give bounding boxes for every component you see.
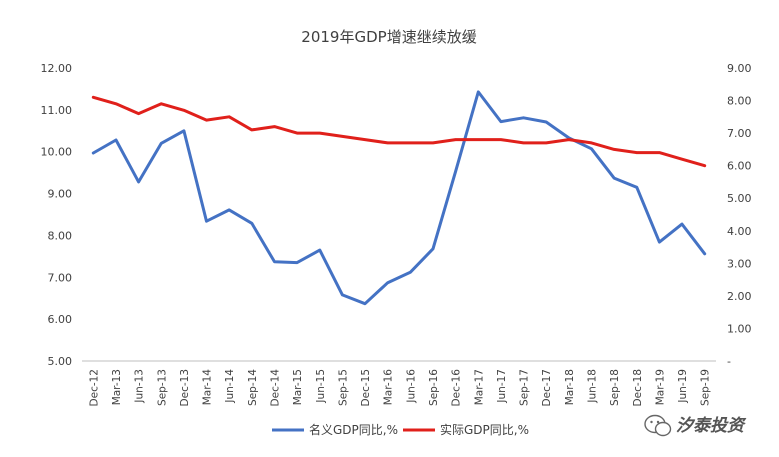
y-left-tick-label: 11.00 xyxy=(41,104,73,117)
y-right-tick-label: 8.00 xyxy=(727,95,752,108)
x-tick-label: Sep-13 xyxy=(156,369,168,406)
x-tick-label: Mar-13 xyxy=(111,369,123,405)
x-tick-label: Dec-17 xyxy=(541,369,553,406)
x-tick-label: Dec-18 xyxy=(632,369,644,406)
x-tick-label: Sep-18 xyxy=(609,369,621,406)
series-line-nominal-gdp xyxy=(91,90,707,306)
chart-title: 2019年GDP增速继续放缓 xyxy=(301,28,476,46)
x-tick-label: Jun-19 xyxy=(677,369,689,404)
x-tick-label: Sep-14 xyxy=(247,369,259,406)
y-left-tick-label: 9.00 xyxy=(48,188,73,201)
y-right-tick-label: 3.00 xyxy=(727,257,752,270)
y-left-tick-label: 12.00 xyxy=(41,62,73,75)
x-tick-label: Mar-17 xyxy=(473,369,485,405)
x-tick-label: Jun-14 xyxy=(224,369,236,404)
y-right-tick-label: 7.00 xyxy=(727,127,752,140)
x-tick-label: Sep-16 xyxy=(428,369,440,406)
x-tick-label: Mar-19 xyxy=(654,369,666,405)
y-right-tick-label: 4.00 xyxy=(727,225,752,238)
x-tick-label: Dec-12 xyxy=(88,369,100,406)
x-tick-label: Mar-18 xyxy=(564,369,576,405)
x-tick-label: Mar-15 xyxy=(292,369,304,405)
x-tick-label: Dec-13 xyxy=(179,369,191,406)
y-right-tick-label: 6.00 xyxy=(727,160,752,173)
y-left-tick-label: 5.00 xyxy=(48,355,73,368)
y-left-tick-label: 10.00 xyxy=(41,146,73,159)
y-right-tick-label: - xyxy=(727,355,731,368)
x-tick-label: Dec-16 xyxy=(451,369,463,407)
y-right-tick-label: 1.00 xyxy=(727,322,752,335)
y-right-tick-label: 2.00 xyxy=(727,290,752,303)
x-tick-label: Sep-15 xyxy=(337,369,349,406)
x-tick-label: Mar-14 xyxy=(202,369,214,406)
wechat-icon xyxy=(644,414,672,437)
x-tick-label: Jun-15 xyxy=(315,369,327,404)
legend: 名义GDP同比,% 实际GDP同比,% xyxy=(272,422,529,437)
y-left-tick-label: 7.00 xyxy=(48,271,73,284)
x-tick-label: Jun-16 xyxy=(405,369,417,404)
legend-label-real: 实际GDP同比,% xyxy=(440,422,529,437)
x-tick-label: Mar-16 xyxy=(383,369,395,406)
y-left-tick-label: 6.00 xyxy=(48,313,73,326)
y-right-tick-label: 5.00 xyxy=(727,192,752,205)
axes: 5.00 6.00 7.00 8.00 9.00 10.00 11.00 12.00 - 1.00… xyxy=(41,62,752,406)
x-tick-label: Jun-18 xyxy=(586,369,598,404)
watermark: 汐泰投资 xyxy=(644,414,747,437)
x-tick-label: Sep-17 xyxy=(519,369,531,406)
x-tick-label: Sep-19 xyxy=(700,369,712,406)
legend-label-nominal: 名义GDP同比,% xyxy=(309,422,398,437)
series-line-real-gdp xyxy=(91,95,707,168)
x-tick-label: Jun-13 xyxy=(134,369,146,404)
y-right-tick-label: 9.00 xyxy=(727,62,752,75)
x-tick-label: Jun-17 xyxy=(496,369,508,404)
watermark-text: 汐泰投资 xyxy=(676,416,747,436)
x-tick-label: Dec-15 xyxy=(360,369,372,406)
x-tick-label: Dec-14 xyxy=(269,369,281,407)
series-lines xyxy=(91,90,707,306)
y-left-tick-label: 8.00 xyxy=(48,229,73,242)
